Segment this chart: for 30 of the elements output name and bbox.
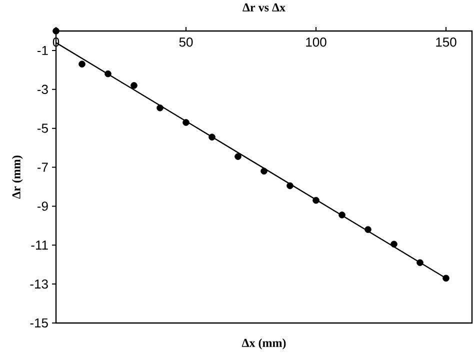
point (130, 82, 138, 89)
y-tick-label: -5 (37, 124, 48, 133)
point (338, 212, 346, 218)
y-tick-label: -1 (37, 46, 48, 55)
point (312, 196, 320, 204)
x-tick-label: 150 (436, 38, 456, 47)
point (416, 259, 424, 266)
y-tick-label: -9 (37, 202, 48, 211)
y-tick-label: -7 (37, 162, 48, 172)
point (260, 168, 268, 175)
point (104, 70, 112, 78)
point (286, 182, 294, 190)
point (390, 240, 398, 248)
point (364, 226, 372, 233)
point (78, 60, 86, 68)
point (182, 119, 190, 126)
y-tick-label: -15 (30, 318, 48, 328)
x-axis-title: Δx (mm) (242, 338, 286, 350)
x-tick-label: 50 (179, 38, 193, 47)
y-tick-label: -11 (31, 240, 48, 250)
point (208, 134, 216, 140)
point (234, 153, 242, 160)
y-tick-label: -13 (30, 279, 48, 289)
chart-title: Δr vs Δx (242, 3, 286, 12)
point (156, 104, 164, 112)
y-axis-title: Δr (mm) (12, 156, 23, 199)
x-tick-label: 100 (306, 38, 326, 47)
point (442, 274, 450, 282)
y-tick-label: -3 (37, 84, 48, 94)
point (52, 28, 60, 34)
